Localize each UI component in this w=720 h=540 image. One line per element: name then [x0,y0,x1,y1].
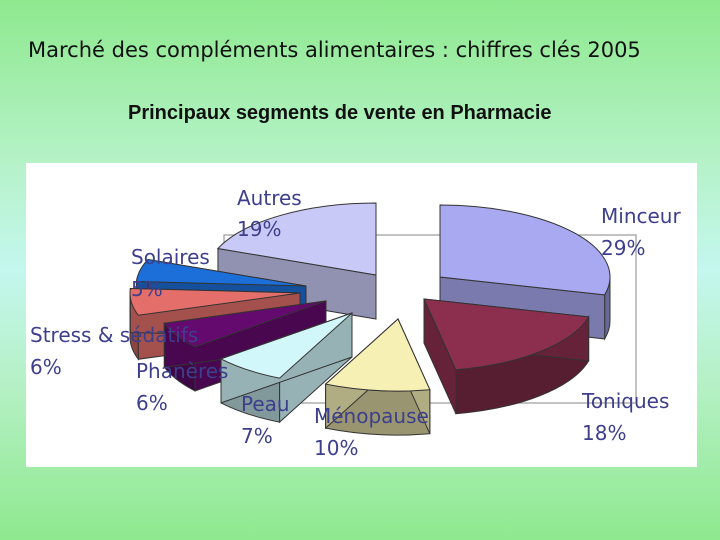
slice-value-4: 6% [136,391,168,415]
slice-value-7: 19% [237,217,281,241]
slice-label-5: Stress & sédatifs [30,323,198,347]
pie-chart: Minceur 29% Toniques 18% Ménopause 10% Peau 7% P… [30,186,681,460]
pie-slice-top-4 [163,300,327,348]
pie-slice-2 [324,317,431,436]
slice-label-0: Minceur [601,204,681,228]
pie-slice-1 [423,298,590,415]
slide-title: Marché des compléments alimentaires : ch… [28,38,641,62]
slice-label-4: Phanères [136,359,228,383]
slice-value-1: 18% [582,421,626,445]
slice-value-2: 10% [314,436,358,460]
slice-label-3: Peau [241,392,290,416]
slice-value-5: 6% [30,355,62,379]
chart-title: Principaux segments de vente en Pharmaci… [128,102,552,124]
slice-label-1: Toniques [581,389,669,413]
pie-slice-top-1 [423,298,590,371]
slice-label-7: Autres [237,186,302,210]
pie-slice-3 [219,311,353,424]
label-layer: Minceur 29% Toniques 18% Ménopause 10% Peau 7% P… [30,186,681,460]
slice-value-6: 5% [131,277,163,301]
slice-value-0: 29% [601,236,645,260]
slice-label-6: Solaires [131,245,210,269]
pie-slice-top-2 [324,318,431,392]
slice-label-2: Ménopause [314,404,429,428]
slice-value-3: 7% [241,424,273,448]
pie-slice-7 [216,202,377,320]
pie-slice-top-3 [219,312,353,379]
pie-slice-top-7 [216,202,377,276]
pie-slice-top-0 [439,204,611,296]
slice-layer [129,202,611,436]
chart-panel: Minceur 29% Toniques 18% Ménopause 10% Peau 7% P… [26,163,697,467]
pie-slice-top-6 [135,258,307,287]
pie-slice-top-5 [129,287,301,316]
